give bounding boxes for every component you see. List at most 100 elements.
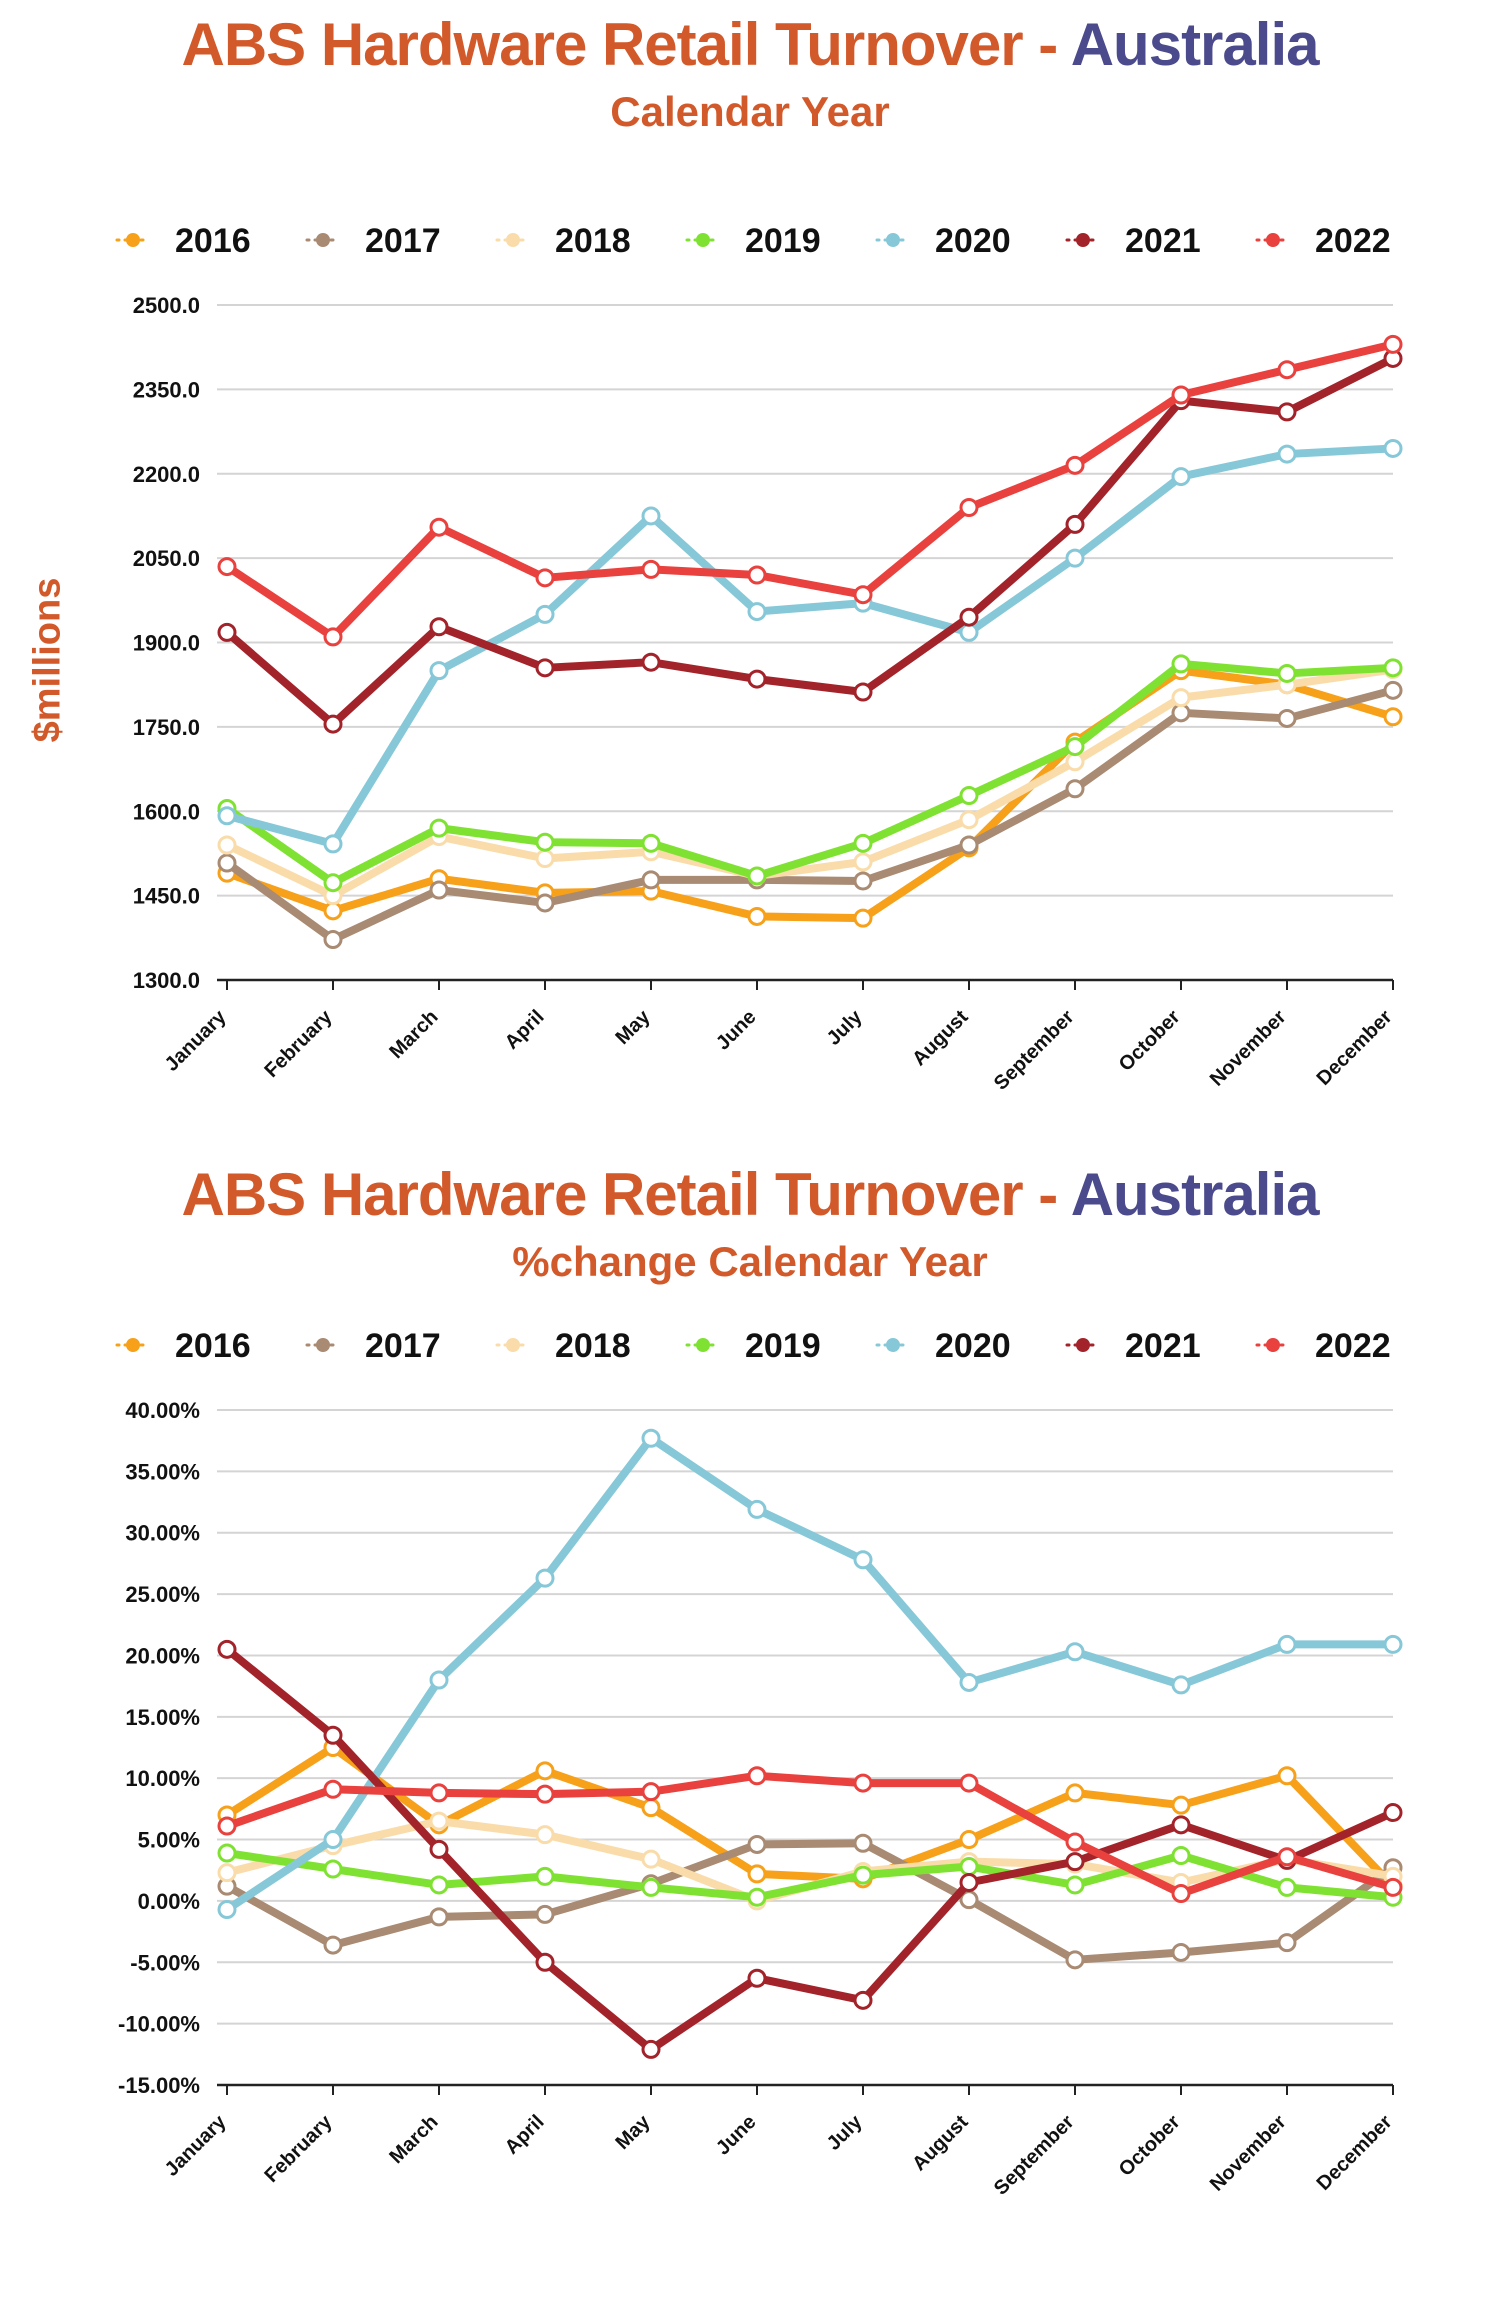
chart1-legend-item-2020: 2020 (875, 222, 1011, 260)
chart1-point-2018-7 (959, 810, 979, 830)
chart1-point-2019-9 (1171, 654, 1191, 674)
chart1-x-tick-label-5: June (712, 1006, 761, 1055)
chart1-point-2022-11 (1383, 334, 1403, 354)
chart1-legend-item-2019: 2019 (685, 222, 821, 260)
chart1-series-line-2017 (223, 686, 1397, 944)
chart1-point-2018-9 (1171, 688, 1191, 708)
chart1-y-tick-label-4: 1900.0 (133, 631, 200, 656)
chart2-point-2020-11 (1383, 1634, 1403, 1654)
chart2-point-2017-6 (853, 1833, 873, 1853)
chart1-series-line-2022 (223, 340, 1397, 641)
chart1-point-2022-7 (959, 498, 979, 517)
chart2-point-2017-1 (323, 1935, 343, 1955)
chart2-point-2019-4 (641, 1877, 661, 1897)
chart1-point-2022-1 (323, 627, 343, 647)
chart2-point-2017-8 (1065, 1950, 1085, 1970)
chart2-point-2018-0 (217, 1863, 237, 1883)
chart1-point-2017-2 (429, 880, 449, 900)
chart1-series-2017 (217, 680, 1403, 949)
chart2-x-tick-label-11: December (1313, 2111, 1397, 2195)
chart2-legend-marker-2021 (1076, 1338, 1090, 1352)
chart1-y-tick-label-3: 1750.0 (133, 715, 200, 740)
chart2-point-2020-8 (1065, 1642, 1085, 1662)
chart1-point-2018-8 (1065, 752, 1085, 772)
chart2-x-tick-label-3: April (501, 2111, 549, 2159)
chart2-point-2021-8 (1065, 1852, 1085, 1872)
chart1-legend-item-2016: 2016 (115, 222, 251, 260)
chart1-legend-item-2021: 2021 (1065, 222, 1201, 260)
chart2-point-2020-10 (1277, 1634, 1297, 1654)
chart2-legend-label-2016: 2016 (175, 1327, 251, 1365)
chart1-series (217, 334, 1403, 949)
chart2-point-2016-10 (1277, 1766, 1297, 1786)
chart2-y-tick-label-10: 35.00% (125, 1459, 200, 1484)
chart1-legend-label-2019: 2019 (745, 222, 821, 260)
chart1-x-tick-label-4: May (611, 1005, 655, 1049)
chart1-point-2019-11 (1383, 658, 1403, 678)
chart2-point-2021-11 (1383, 1803, 1403, 1823)
chart1-point-2020-8 (1065, 548, 1085, 568)
chart2-legend-label-2020: 2020 (935, 1327, 1011, 1365)
chart1-point-2021-5 (747, 669, 767, 689)
chart2-y-tick-label-0: -15.00% (118, 2073, 200, 2098)
chart2-series-2020 (217, 1428, 1403, 1919)
chart1-x-tick-label-0: January (161, 1005, 231, 1075)
chart1-line-chart: 2016 2017 2018 2019 2020 2021 2022 1300.0 1450.0… (115, 222, 1403, 1095)
chart1-point-2019-2 (429, 818, 449, 838)
chart1-point-2016-1 (323, 901, 343, 921)
chart1-legend-item-2017: 2017 (305, 222, 441, 260)
chart1-point-2021-10 (1277, 402, 1297, 422)
chart2-point-2017-5 (747, 1834, 767, 1854)
chart2-point-2020-6 (853, 1550, 873, 1570)
chart2-x-tick-label-4: May (611, 2110, 655, 2154)
chart1-point-2022-9 (1171, 385, 1191, 405)
chart1-legend-marker-2017 (316, 233, 330, 247)
chart1-series-2016 (217, 661, 1403, 928)
chart1-point-2017-6 (853, 871, 873, 891)
chart1-point-2022-10 (1277, 360, 1297, 380)
chart2-point-2019-0 (217, 1843, 237, 1863)
chart1-y-axis: 1300.0 1450.0 1600.0 1750.0 1900.0 2050.0 2200… (133, 293, 200, 993)
chart1-point-2022-0 (217, 557, 237, 577)
chart2-point-2019-2 (429, 1875, 449, 1895)
chart2-x-tick-label-1: February (260, 2110, 337, 2187)
chart2-series-line-2020 (223, 1434, 1397, 1914)
chart1-legend-label-2016: 2016 (175, 222, 251, 260)
chart2-subtitle: %change Calendar Year (512, 1238, 988, 1285)
chart1-point-2017-3 (535, 893, 555, 913)
chart1-subtitle: Calendar Year (610, 88, 890, 135)
chart1-series-line-2016 (223, 666, 1397, 923)
chart1-series-line-2021 (223, 354, 1397, 729)
chart2-point-2019-10 (1277, 1877, 1297, 1897)
chart1-point-2016-11 (1383, 707, 1403, 727)
chart2-point-2017-9 (1171, 1942, 1191, 1962)
chart2-point-2018-4 (641, 1849, 661, 1869)
chart2-x-tick-label-7: August (908, 2111, 973, 2176)
chart2-legend-item-2021: 2021 (1065, 1327, 1201, 1365)
chart2-legend-item-2017: 2017 (305, 1327, 441, 1365)
chart1-point-2016-6 (853, 908, 873, 928)
chart1-legend-item-2018: 2018 (495, 222, 631, 260)
chart2-legend-marker-2020 (886, 1338, 900, 1352)
chart1-point-2021-8 (1065, 514, 1085, 534)
chart2-point-2022-10 (1277, 1847, 1297, 1867)
chart2-point-2022-5 (747, 1766, 767, 1786)
chart1-legend-marker-2019 (696, 233, 710, 247)
chart1-point-2022-3 (535, 568, 555, 588)
chart2-series-2019 (217, 1843, 1403, 1907)
chart2-point-2022-0 (217, 1816, 237, 1836)
chart2-point-2022-8 (1065, 1832, 1085, 1852)
chart2-point-2018-3 (535, 1825, 555, 1845)
chart1-point-2020-11 (1383, 438, 1403, 458)
chart1-y-tick-label-5: 2050.0 (133, 546, 200, 571)
chart2-point-2021-9 (1171, 1815, 1191, 1835)
chart1-point-2017-7 (959, 835, 979, 855)
chart1-y-tick-label-2: 1600.0 (133, 799, 200, 824)
chart2-point-2021-0 (217, 1639, 237, 1659)
chart1-point-2019-10 (1277, 663, 1297, 683)
chart2-series-line-2021 (223, 1645, 1397, 2054)
chart1-point-2017-10 (1277, 708, 1297, 728)
chart1-x-axis: January February March April May June July Augu… (161, 980, 1397, 1095)
chart1-title: ABS Hardware Retail Turnover - Australia (0, 10, 1500, 79)
chart2-line-chart: 2016 2017 2018 2019 2020 2021 2022 -15.00% -10.0… (115, 1327, 1403, 2200)
